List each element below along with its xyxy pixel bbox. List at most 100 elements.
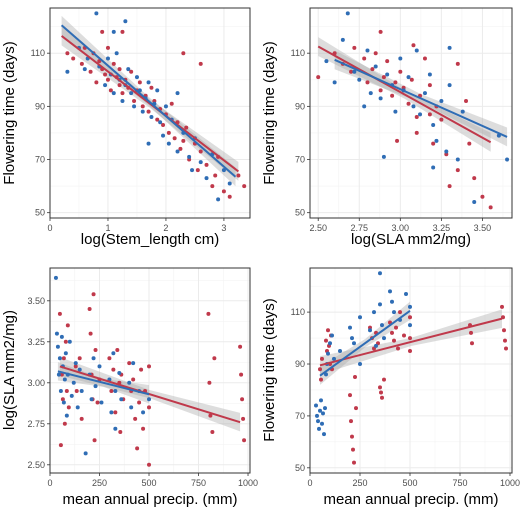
data-point-blue	[434, 138, 439, 143]
data-point-red	[92, 438, 97, 443]
data-point-red	[378, 385, 382, 390]
data-point-blue	[358, 315, 362, 320]
data-point-red	[94, 80, 99, 85]
data-point-red	[66, 405, 71, 410]
data-point-blue	[204, 176, 209, 181]
data-point-blue	[127, 380, 132, 385]
data-point-blue	[65, 69, 70, 74]
fit-line-blue	[57, 370, 150, 396]
data-point-red	[427, 83, 432, 88]
data-point-red	[221, 189, 226, 194]
y-tick-label: 2.50	[27, 460, 45, 470]
data-point-red	[354, 406, 358, 411]
data-point-blue	[314, 403, 318, 408]
data-point-blue	[388, 289, 392, 294]
data-point-blue	[131, 361, 136, 366]
y-tick-label: 2.75	[27, 419, 45, 429]
data-point-blue	[338, 349, 342, 354]
data-point-blue	[79, 389, 84, 393]
data-point-blue	[111, 29, 116, 34]
chart-panel-3: 0 250 500 750 1000 2.50 2.75 3.00 3.25 3.50 mean a…	[1, 267, 258, 508]
data-point-blue	[427, 72, 432, 77]
data-point-blue	[319, 398, 323, 403]
data-point-blue	[146, 80, 151, 85]
data-point-red	[500, 304, 504, 309]
plot-background	[310, 8, 512, 218]
plot-background	[310, 268, 512, 473]
data-point-red	[210, 430, 215, 434]
y-tick-label: 3.25	[27, 337, 45, 347]
y-tick-label: 90	[295, 359, 305, 369]
data-point-blue	[190, 168, 195, 173]
x-tick-label: 2	[163, 223, 168, 233]
data-point-blue	[398, 56, 403, 61]
y-tick-label: 110	[291, 307, 305, 317]
x-axis-title: log(SLA mm2/mg)	[351, 231, 471, 248]
data-point-blue	[447, 45, 452, 50]
data-point-red	[146, 109, 151, 114]
data-point-red	[178, 146, 183, 151]
data-point-blue	[378, 271, 382, 276]
data-point-red	[198, 149, 203, 154]
data-point-red	[455, 168, 460, 173]
data-point-red	[395, 138, 400, 143]
data-point-blue	[328, 341, 332, 346]
data-point-red	[501, 315, 505, 320]
data-point-red	[65, 51, 70, 56]
data-point-blue	[105, 56, 110, 61]
data-point-red	[394, 325, 398, 330]
fit-line-red	[60, 35, 240, 173]
data-point-blue	[62, 377, 67, 382]
data-point-blue	[357, 77, 362, 82]
data-point-blue	[53, 275, 58, 280]
data-point-red	[431, 141, 436, 146]
data-point-blue	[431, 122, 436, 127]
data-point-blue	[141, 410, 146, 415]
data-point-blue	[59, 334, 64, 339]
data-point-blue	[175, 91, 180, 96]
data-point-red	[351, 447, 355, 452]
chart-panel-4: 0 250 500 750 1000 50 70 90 110 mean annual preci…	[261, 267, 520, 508]
data-point-blue	[187, 154, 192, 159]
data-point-red	[406, 101, 411, 106]
data-point-red	[166, 130, 171, 135]
data-point-red	[393, 80, 398, 85]
x-axis-title: mean annual precip. (mm)	[323, 491, 498, 508]
data-point-red	[155, 117, 160, 122]
data-point-blue	[119, 397, 124, 402]
data-point-red	[402, 333, 406, 338]
data-point-red	[88, 331, 93, 336]
data-point-blue	[460, 109, 465, 114]
data-point-blue	[57, 356, 62, 361]
data-point-red	[100, 29, 105, 34]
data-point-blue	[129, 91, 134, 96]
data-point-red	[352, 45, 357, 50]
fit-line-blue	[60, 24, 237, 178]
data-point-red	[316, 75, 321, 80]
data-point-blue	[380, 323, 384, 328]
x-tick-label: 0	[307, 478, 312, 488]
data-point-blue	[114, 51, 119, 56]
data-point-blue	[140, 109, 145, 114]
data-point-red	[409, 77, 414, 82]
data-point-blue	[158, 120, 163, 125]
data-point-red	[88, 69, 93, 74]
data-point-red	[378, 29, 383, 34]
fit-line-red	[59, 365, 241, 424]
data-point-red	[213, 173, 218, 178]
data-point-blue	[411, 104, 416, 109]
data-point-red	[120, 29, 125, 34]
data-point-blue	[324, 372, 328, 377]
data-point-red	[111, 61, 116, 66]
data-point-red	[373, 51, 378, 56]
data-point-red	[107, 356, 112, 361]
data-point-red	[181, 138, 186, 143]
data-point-blue	[126, 67, 131, 72]
data-point-blue	[345, 11, 350, 16]
data-point-blue	[75, 405, 80, 410]
data-point-blue	[382, 336, 386, 341]
data-point-blue	[422, 91, 427, 96]
data-point-red	[64, 389, 69, 393]
data-point-blue	[318, 408, 322, 413]
